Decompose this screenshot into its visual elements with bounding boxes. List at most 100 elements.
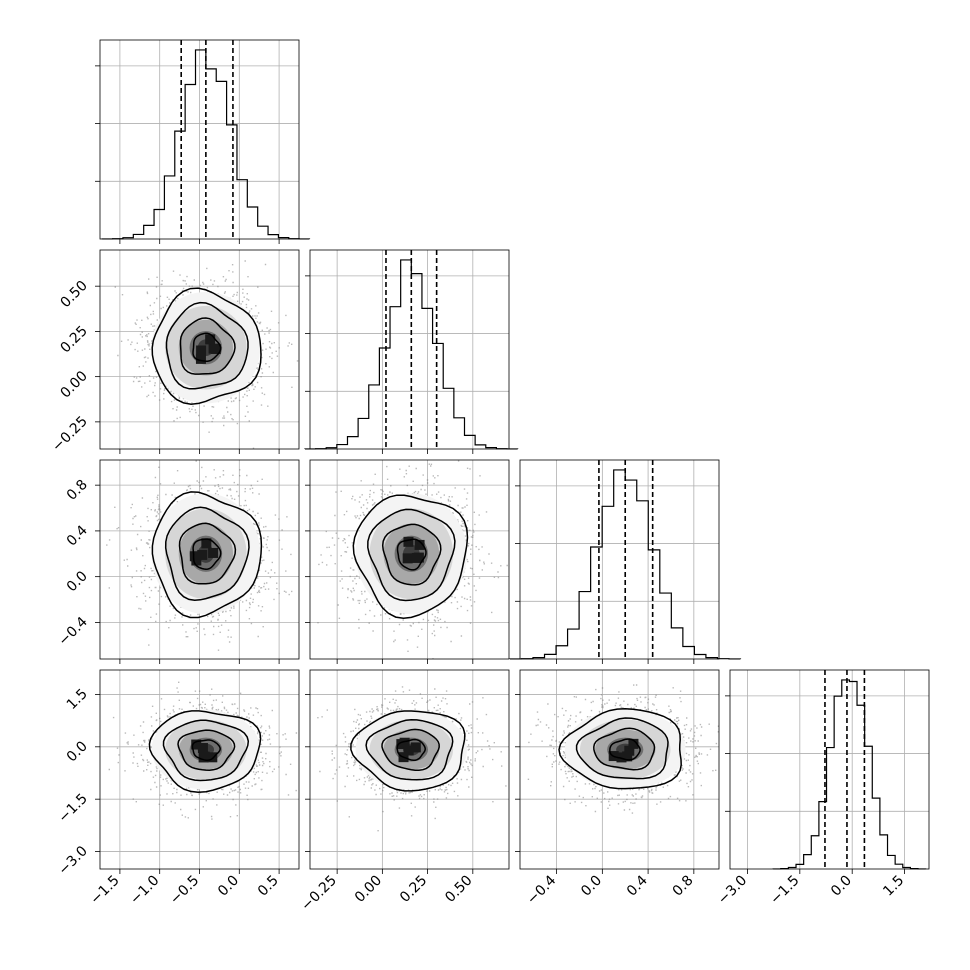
panel-frame xyxy=(309,459,510,660)
density-peak xyxy=(410,742,421,753)
density-peak xyxy=(197,549,208,560)
x-tick-label: 0.4 xyxy=(624,872,651,899)
x-tick-label: −1.0 xyxy=(127,873,162,908)
contour-0 xyxy=(192,332,222,362)
density-peak xyxy=(196,345,207,356)
scatter-panel-1-0 xyxy=(95,249,300,454)
density-peak xyxy=(199,751,210,762)
y-tick-label: 0.50 xyxy=(57,278,90,311)
x-tick-label: −0.4 xyxy=(524,872,559,907)
y-tick-label: −3.0 xyxy=(55,843,90,878)
contour-2 xyxy=(164,506,250,602)
contour-1 xyxy=(179,317,236,375)
density-peak xyxy=(411,552,422,563)
contour-1 xyxy=(177,729,236,771)
x-tick-label: −1.5 xyxy=(767,873,802,908)
histogram-steps xyxy=(509,469,742,660)
density-peak xyxy=(414,539,425,550)
y-tick-label: 0.00 xyxy=(57,368,90,401)
x-tick-label: 0.8 xyxy=(670,873,697,900)
contour-3 xyxy=(558,708,682,790)
histogram-steps xyxy=(772,679,927,870)
x-tick-label: 0.00 xyxy=(352,873,385,906)
contour-3 xyxy=(151,491,263,619)
y-tick-label: 0.4 xyxy=(64,522,91,549)
scatter-panel-3-2 xyxy=(515,669,720,874)
density-peak xyxy=(403,745,414,756)
x-tick-label: 0.50 xyxy=(442,873,475,906)
y-tick-label: −0.25 xyxy=(49,413,91,455)
contour-2 xyxy=(165,301,249,390)
histogram-panel-2 xyxy=(509,459,742,664)
y-tick-label: 0.25 xyxy=(57,323,90,356)
x-tick-label: 0.0 xyxy=(215,873,242,900)
density-peak xyxy=(622,751,633,762)
x-tick-label: −0.5 xyxy=(167,873,202,908)
contour-1 xyxy=(593,727,656,771)
panel-frame xyxy=(99,39,300,240)
contour-2 xyxy=(365,718,454,781)
x-tick-label: −3.0 xyxy=(715,873,750,908)
contour-3 xyxy=(350,710,466,792)
y-tick-label: 0.0 xyxy=(64,738,91,765)
histogram-panel-0 xyxy=(95,39,311,244)
x-tick-label: 1.5 xyxy=(880,873,907,900)
scatter-panel-3-0 xyxy=(95,669,300,874)
y-tick-label: 0.0 xyxy=(64,568,91,595)
panel-frame xyxy=(99,669,300,870)
x-tick-label: 0.25 xyxy=(397,873,430,906)
contour-0 xyxy=(192,538,222,571)
density-peak xyxy=(207,752,218,763)
panel-frame xyxy=(99,459,300,660)
contour-2 xyxy=(575,717,669,780)
contour-2 xyxy=(162,719,250,782)
y-tick-label: −0.4 xyxy=(55,614,90,649)
density-peak xyxy=(191,739,202,750)
histogram-panel-1 xyxy=(304,249,519,454)
density-peak xyxy=(210,343,221,354)
panel-frame xyxy=(309,249,510,450)
contour-1 xyxy=(178,522,237,585)
scatter-panel-2-0 xyxy=(95,459,300,664)
panel-frame xyxy=(99,249,300,450)
contour-0 xyxy=(191,739,221,762)
scatter-panel-3-1 xyxy=(305,669,510,874)
x-tick-label: −1.5 xyxy=(87,873,122,908)
sample-points xyxy=(106,460,293,651)
density-peak xyxy=(195,353,206,364)
y-tick-label: −1.5 xyxy=(55,791,90,826)
contour-3 xyxy=(151,287,262,405)
density-peak xyxy=(189,551,200,562)
panel-frame xyxy=(309,669,510,870)
density-peak xyxy=(402,553,413,564)
contour-1 xyxy=(381,728,440,772)
contour-0 xyxy=(609,738,641,761)
panel-frame xyxy=(519,459,720,660)
panel-frame xyxy=(729,669,930,870)
x-tick-label: 0.0 xyxy=(828,873,855,900)
density-peak xyxy=(205,334,216,345)
y-tick-label: 0.8 xyxy=(64,477,91,504)
density-peak xyxy=(208,547,219,558)
x-tick-label: 0.5 xyxy=(255,873,282,900)
contour-0 xyxy=(396,738,426,762)
contour-3 xyxy=(352,494,469,620)
histogram-panel-3 xyxy=(725,669,930,874)
y-tick-label: 1.5 xyxy=(64,686,91,713)
density-peak xyxy=(624,745,635,756)
density-peak xyxy=(403,536,414,547)
sample-points xyxy=(527,684,719,814)
contour-2 xyxy=(367,508,456,602)
density-peak xyxy=(201,538,212,549)
scatter-panel-2-1 xyxy=(305,459,510,664)
contour-1 xyxy=(381,523,442,586)
x-tick-label: 0.0 xyxy=(578,873,605,900)
contour-3 xyxy=(148,710,262,794)
density-peak xyxy=(197,743,208,754)
x-tick-label: −0.25 xyxy=(298,873,340,915)
density-peak xyxy=(399,737,410,748)
density-peak xyxy=(616,752,627,763)
density-peak xyxy=(628,738,639,749)
panel-frame xyxy=(519,669,720,870)
